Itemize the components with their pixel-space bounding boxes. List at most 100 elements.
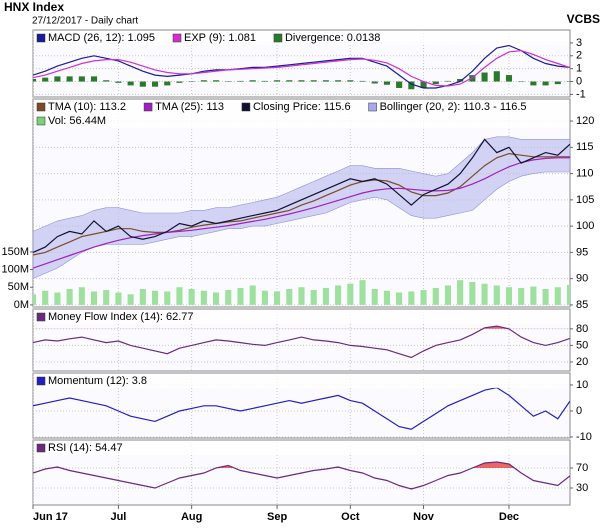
- bar: [66, 76, 73, 82]
- bar: [188, 81, 195, 83]
- y-tick-label: 2: [576, 50, 582, 62]
- bar: [200, 290, 207, 305]
- bar: [200, 80, 207, 82]
- bar: [164, 81, 171, 86]
- bar: [530, 286, 537, 305]
- y-tick-label: -1: [576, 88, 586, 100]
- y-tick-label: 85: [576, 299, 588, 311]
- bar: [396, 292, 403, 305]
- source-label: VCBS: [567, 12, 600, 26]
- y-tick-label: 70: [576, 462, 588, 474]
- bar: [396, 81, 403, 88]
- bar: [518, 287, 525, 305]
- legend-swatch: [36, 443, 46, 453]
- bar: [164, 291, 171, 305]
- line: [33, 157, 570, 269]
- x-tick-label: Nov: [413, 511, 435, 523]
- y-tick-label: -10: [576, 431, 592, 443]
- bar: [188, 288, 195, 305]
- legend-label: Money Flow Index (14): 62.77: [48, 311, 194, 323]
- bar: [493, 285, 500, 305]
- bar: [261, 80, 268, 82]
- legend-label: TMA (10): 113.2: [48, 101, 126, 113]
- bar: [78, 76, 85, 82]
- bar: [151, 290, 159, 305]
- y-tick-label: 100: [576, 220, 594, 232]
- line: [33, 138, 570, 253]
- legend-swatch: [36, 312, 46, 322]
- x-tick-label: Jul: [110, 511, 126, 523]
- legend-strip: [34, 310, 569, 324]
- y-tick-label: 110: [576, 167, 594, 179]
- bar: [420, 81, 427, 88]
- bar: [408, 291, 415, 305]
- legend-strip: [34, 374, 569, 388]
- x-tick-label: Aug: [181, 511, 202, 523]
- bar: [310, 80, 317, 82]
- bar: [237, 80, 244, 82]
- y2-tick-label: 0M: [14, 299, 29, 311]
- line: [33, 152, 570, 256]
- threshold-fill: [482, 326, 509, 329]
- x-tick-label: Sep: [267, 511, 287, 523]
- bar: [139, 288, 146, 305]
- bar: [408, 81, 415, 90]
- bar: [127, 294, 134, 305]
- bar: [493, 71, 500, 82]
- bar: [237, 287, 244, 305]
- bar: [518, 81, 525, 83]
- bar: [371, 288, 378, 305]
- bar: [249, 80, 256, 82]
- bar: [481, 72, 488, 82]
- bar: [33, 294, 37, 305]
- line: [33, 325, 570, 359]
- bar: [274, 80, 281, 82]
- plot: [33, 30, 570, 97]
- bar: [383, 81, 390, 85]
- legend-swatch: [241, 102, 251, 112]
- bar: [139, 81, 146, 87]
- bar: [103, 290, 110, 305]
- bar: [225, 81, 232, 83]
- line: [33, 461, 570, 490]
- legend-swatch: [36, 376, 46, 386]
- bar: [566, 81, 570, 82]
- bar: [432, 287, 439, 305]
- y-tick-label: 0: [576, 405, 582, 417]
- bar: [213, 80, 220, 82]
- bar: [347, 283, 354, 305]
- bar: [54, 292, 61, 305]
- line: [33, 49, 570, 87]
- bar: [33, 78, 37, 82]
- bar: [90, 76, 98, 82]
- legend-label: Momentum (12): 3.8: [48, 375, 147, 387]
- bar: [42, 77, 49, 82]
- bar: [505, 287, 513, 305]
- plot: [33, 309, 570, 371]
- bar: [42, 290, 49, 305]
- bar: [566, 284, 570, 305]
- bar: [151, 81, 159, 87]
- x-tick-label: Jun 17: [33, 511, 68, 523]
- plot: [33, 99, 570, 307]
- bar: [481, 283, 488, 305]
- y-tick-label: 30: [576, 482, 588, 494]
- bar: [335, 285, 342, 305]
- y-tick-label: 10: [576, 379, 588, 391]
- bar: [286, 80, 293, 82]
- legend-label: Closing Price: 115.6: [253, 101, 351, 113]
- bar: [335, 80, 342, 82]
- bar: [542, 288, 549, 305]
- x-tick-label: Oct: [341, 511, 360, 523]
- legend-strip: [34, 100, 569, 128]
- legend-swatch: [36, 102, 46, 112]
- y2-tick-label: 50M: [8, 281, 29, 293]
- legend-swatch: [36, 116, 46, 126]
- bar: [347, 80, 354, 82]
- plot: [33, 440, 570, 505]
- bar: [103, 80, 110, 82]
- bar: [225, 290, 232, 305]
- bar: [90, 291, 98, 305]
- legend-swatch: [36, 33, 46, 43]
